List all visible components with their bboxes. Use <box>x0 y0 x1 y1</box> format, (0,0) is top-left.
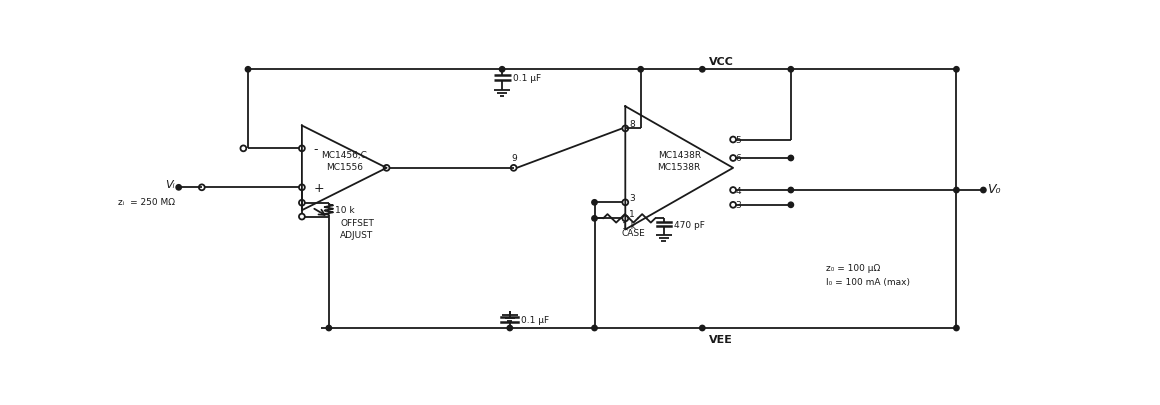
Circle shape <box>245 67 251 73</box>
Text: 6: 6 <box>735 154 741 163</box>
Text: OFFSET
ADJUST: OFFSET ADJUST <box>340 218 375 239</box>
Circle shape <box>788 67 793 73</box>
Circle shape <box>788 156 793 161</box>
Circle shape <box>699 326 705 331</box>
Text: VCC: VCC <box>709 57 733 67</box>
Text: 8: 8 <box>629 120 635 129</box>
Circle shape <box>592 326 597 331</box>
Text: V₀: V₀ <box>987 183 1001 196</box>
Text: MC1438R
MC1538R: MC1438R MC1538R <box>658 150 701 171</box>
Text: 1 k: 1 k <box>622 221 636 230</box>
Circle shape <box>507 326 513 331</box>
Text: 5: 5 <box>735 136 741 145</box>
Text: 0.1 μF: 0.1 μF <box>521 315 549 324</box>
Circle shape <box>954 188 959 193</box>
Circle shape <box>638 67 644 73</box>
Text: 3: 3 <box>735 201 741 210</box>
Circle shape <box>980 188 986 193</box>
Text: I₀ = 100 mA (max): I₀ = 100 mA (max) <box>826 277 909 287</box>
Text: -: - <box>313 143 318 156</box>
Circle shape <box>954 67 959 73</box>
Circle shape <box>500 67 505 73</box>
Circle shape <box>592 200 597 205</box>
Text: Vᵢ: Vᵢ <box>165 180 175 190</box>
Text: 10 k: 10 k <box>335 206 355 215</box>
Circle shape <box>788 202 793 208</box>
Text: CASE: CASE <box>622 228 645 237</box>
Text: VEE: VEE <box>709 335 732 344</box>
Text: 1: 1 <box>629 210 635 219</box>
Text: MC1456,C
MC1556: MC1456,C MC1556 <box>321 150 368 171</box>
Text: 470 pF: 470 pF <box>674 220 704 229</box>
Text: z₀ = 100 μΩ: z₀ = 100 μΩ <box>826 264 879 273</box>
Circle shape <box>954 326 959 331</box>
Text: 9: 9 <box>512 153 517 162</box>
Text: +: + <box>313 181 324 194</box>
Circle shape <box>592 216 597 222</box>
Circle shape <box>176 185 181 190</box>
Text: 0.1 μF: 0.1 μF <box>513 74 541 83</box>
Text: zᵢ  = 250 MΩ: zᵢ = 250 MΩ <box>118 197 175 206</box>
Text: 3: 3 <box>629 194 635 203</box>
Text: 4: 4 <box>735 186 741 195</box>
Circle shape <box>326 326 332 331</box>
Circle shape <box>699 67 705 73</box>
Circle shape <box>788 188 793 193</box>
